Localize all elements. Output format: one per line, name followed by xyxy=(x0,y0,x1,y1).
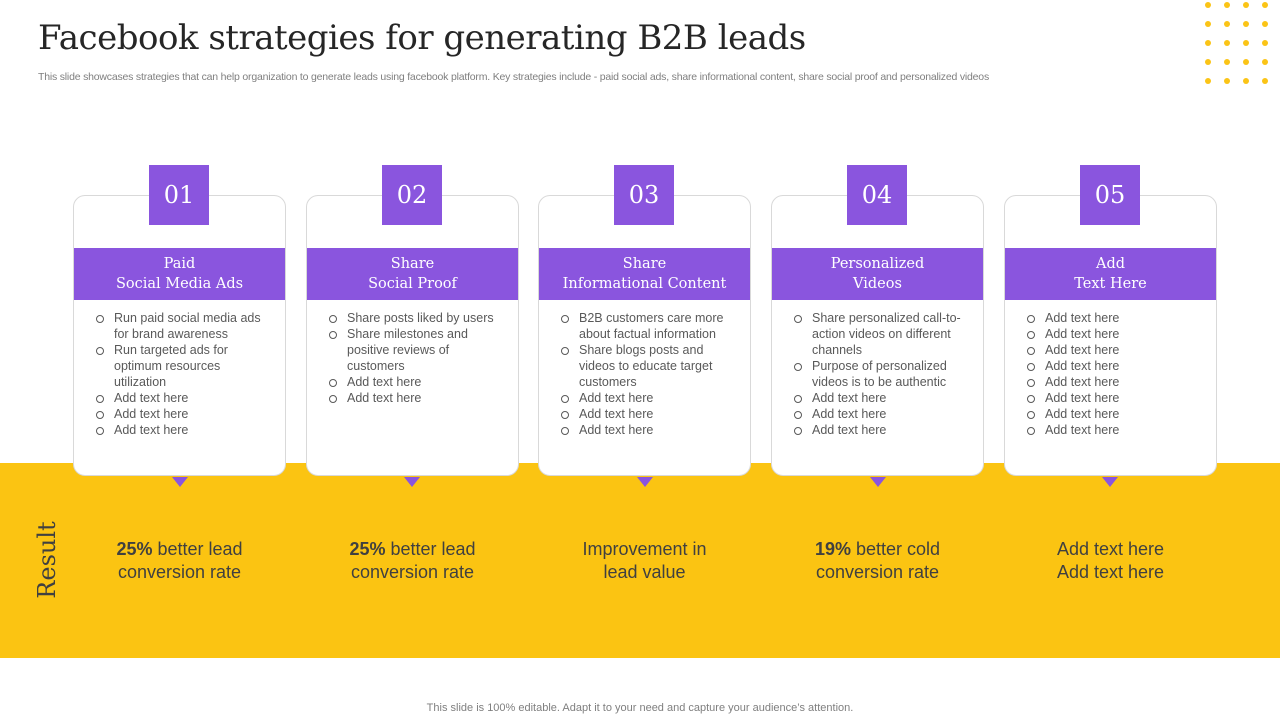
list-item: Add text here xyxy=(1025,358,1206,374)
pointer-arrow-icon xyxy=(1102,477,1118,487)
card-heading-line: Add xyxy=(1095,256,1126,272)
result-text: 25% better lead conversion rate xyxy=(73,538,286,584)
card-number: 04 xyxy=(847,165,907,225)
list-item: Add text here xyxy=(327,374,508,390)
list-item: Purpose of personalized videos is to be … xyxy=(792,358,973,390)
result-line: lead value xyxy=(603,562,686,582)
card-bullet-list: B2B customers care more about factual in… xyxy=(559,310,740,438)
card-heading: Share Informational Content xyxy=(539,248,750,300)
footer-note: This slide is 100% editable. Adapt it to… xyxy=(426,702,854,714)
strategy-card-4: 04 Personalized Videos Share personalize… xyxy=(771,165,984,476)
card-bullet-list: Share personalized call-to-action videos… xyxy=(792,310,973,438)
card-number: 05 xyxy=(1080,165,1140,225)
list-item: Add text here xyxy=(1025,422,1206,438)
card-bullet-list: Run paid social media ads for brand awar… xyxy=(94,310,275,438)
strategy-card-5: 05 Add Text Here Add text here Add text … xyxy=(1004,165,1217,476)
pointer-arrow-icon xyxy=(172,477,188,487)
card-heading-line: Personalized xyxy=(830,256,925,272)
result-text: 19% better cold conversion rate xyxy=(771,538,984,584)
list-item: Add text here xyxy=(94,390,275,406)
decorative-dot-grid xyxy=(1203,0,1280,96)
result-band xyxy=(0,463,1280,658)
pointer-arrow-icon xyxy=(637,477,653,487)
result-line: conversion rate xyxy=(117,562,242,582)
card-heading-line: Informational Content xyxy=(562,276,727,292)
list-item: B2B customers care more about factual in… xyxy=(559,310,740,342)
result-highlight: 25% xyxy=(116,539,153,559)
strategy-card-1: 01 Paid Social Media Ads Run paid social… xyxy=(73,165,286,476)
card-number: 02 xyxy=(382,165,442,225)
list-item: Share posts liked by users xyxy=(327,310,508,326)
list-item: Add text here xyxy=(94,406,275,422)
card-number: 01 xyxy=(149,165,209,225)
card-heading-line: Share xyxy=(390,256,435,272)
card-heading: Paid Social Media Ads xyxy=(74,248,285,300)
card-heading-line: Social Media Ads xyxy=(115,276,244,292)
list-item: Add text here xyxy=(1025,310,1206,326)
list-item: Add text here xyxy=(559,422,740,438)
list-item: Add text here xyxy=(792,390,973,406)
result-line: Add text here xyxy=(1056,539,1165,559)
card-heading-line: Paid xyxy=(163,256,196,272)
card-heading-line: Text Here xyxy=(1074,276,1147,292)
card-heading: Share Social Proof xyxy=(307,248,518,300)
list-item: Share blogs posts and videos to educate … xyxy=(559,342,740,390)
list-item: Run paid social media ads for brand awar… xyxy=(94,310,275,342)
list-item: Add text here xyxy=(327,390,508,406)
list-item: Share personalized call-to-action videos… xyxy=(792,310,973,358)
list-item: Run targeted ads for optimum resources u… xyxy=(94,342,275,390)
card-heading-line: Social Proof xyxy=(368,276,457,292)
result-line: better lead xyxy=(152,539,243,559)
card-heading-line: Share xyxy=(622,256,667,272)
card-heading: Personalized Videos xyxy=(772,248,983,300)
list-item: Add text here xyxy=(1025,406,1206,422)
result-line: conversion rate xyxy=(815,562,940,582)
page-subtitle: This slide showcases strategies that can… xyxy=(38,71,989,83)
result-line: Add text here xyxy=(1056,562,1165,582)
list-item: Add text here xyxy=(94,422,275,438)
result-line: better lead xyxy=(385,539,476,559)
list-item: Add text here xyxy=(1025,390,1206,406)
list-item: Add text here xyxy=(1025,374,1206,390)
list-item: Add text here xyxy=(559,390,740,406)
pointer-arrow-icon xyxy=(870,477,886,487)
list-item: Add text here xyxy=(1025,342,1206,358)
list-item: Add text here xyxy=(792,406,973,422)
pointer-arrow-icon xyxy=(404,477,420,487)
result-text: Add text here Add text here xyxy=(1004,538,1217,584)
result-line: better cold xyxy=(850,539,941,559)
result-text: Improvement in lead value xyxy=(538,538,751,584)
list-item: Share milestones and positive reviews of… xyxy=(327,326,508,374)
result-highlight: 25% xyxy=(349,539,386,559)
list-item: Add text here xyxy=(559,406,740,422)
page-title: Facebook strategies for generating B2B l… xyxy=(38,18,806,58)
result-highlight: 19% xyxy=(814,539,851,559)
card-bullet-list: Add text here Add text here Add text her… xyxy=(1025,310,1206,438)
result-label: Result xyxy=(33,521,61,599)
strategy-card-3: 03 Share Informational Content B2B custo… xyxy=(538,165,751,476)
strategy-card-2: 02 Share Social Proof Share posts liked … xyxy=(306,165,519,476)
card-number: 03 xyxy=(614,165,674,225)
result-line: Improvement in xyxy=(582,539,707,559)
card-heading: Add Text Here xyxy=(1005,248,1216,300)
result-text: 25% better lead conversion rate xyxy=(306,538,519,584)
list-item: Add text here xyxy=(792,422,973,438)
result-line: conversion rate xyxy=(350,562,475,582)
card-heading-line: Videos xyxy=(853,276,902,292)
list-item: Add text here xyxy=(1025,326,1206,342)
card-bullet-list: Share posts liked by users Share milesto… xyxy=(327,310,508,406)
